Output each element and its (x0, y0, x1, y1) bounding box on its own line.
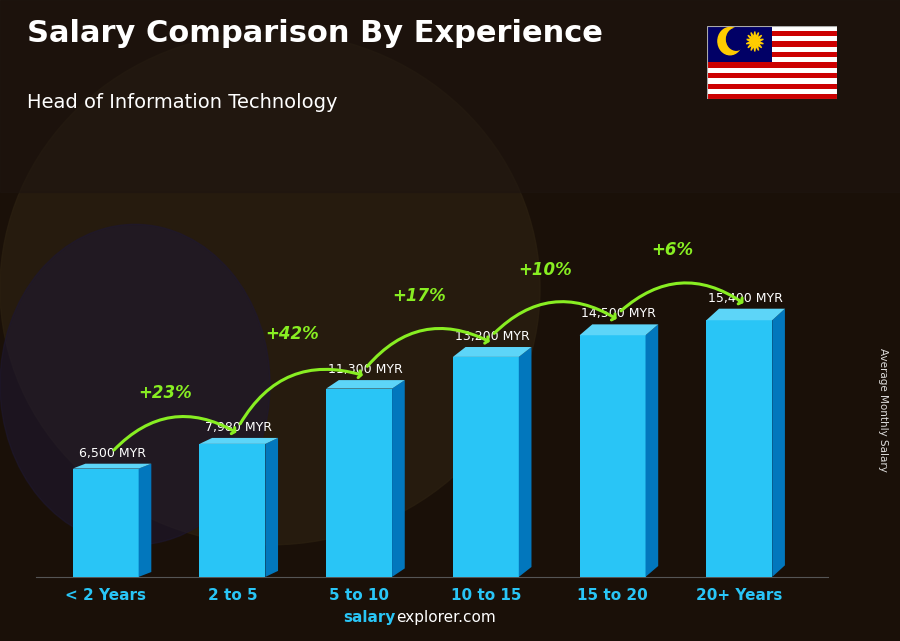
Text: +17%: +17% (392, 287, 446, 305)
Bar (200, 444, 266, 577)
Text: salary: salary (344, 610, 396, 625)
Bar (706, 78, 837, 83)
Bar (580, 335, 645, 577)
Bar (326, 388, 392, 577)
Bar (706, 26, 772, 62)
Bar (706, 26, 837, 31)
Bar (706, 73, 837, 78)
Bar (706, 31, 837, 36)
Text: 13,200 MYR: 13,200 MYR (454, 330, 529, 343)
Bar (706, 36, 837, 42)
Bar (706, 94, 837, 99)
Text: Average Monthly Salary: Average Monthly Salary (878, 348, 887, 472)
Text: +10%: +10% (518, 261, 572, 279)
Polygon shape (139, 463, 151, 577)
Polygon shape (772, 309, 785, 577)
Polygon shape (706, 309, 785, 320)
Ellipse shape (0, 32, 540, 545)
Text: +42%: +42% (266, 324, 319, 342)
Bar (706, 57, 837, 62)
Bar (73, 469, 139, 577)
Circle shape (726, 28, 746, 50)
Text: 15,400 MYR: 15,400 MYR (708, 292, 783, 304)
Bar (706, 89, 837, 94)
Polygon shape (392, 380, 405, 577)
Bar (706, 68, 837, 73)
Bar (706, 47, 837, 52)
Ellipse shape (0, 224, 270, 545)
Polygon shape (200, 438, 278, 444)
Polygon shape (580, 324, 658, 335)
Polygon shape (73, 463, 151, 469)
Polygon shape (453, 347, 532, 357)
Polygon shape (518, 347, 532, 577)
Text: 14,500 MYR: 14,500 MYR (581, 308, 656, 320)
Text: explorer.com: explorer.com (396, 610, 496, 625)
Bar (453, 357, 518, 577)
Text: Salary Comparison By Experience: Salary Comparison By Experience (27, 19, 603, 48)
Text: +6%: +6% (651, 242, 693, 260)
Text: 11,300 MYR: 11,300 MYR (328, 363, 403, 376)
Text: +23%: +23% (139, 385, 192, 403)
Bar (0, 0, 900, 192)
Text: Head of Information Technology: Head of Information Technology (27, 93, 338, 112)
Bar (706, 320, 772, 577)
Text: 6,500 MYR: 6,500 MYR (78, 447, 146, 460)
Bar (706, 52, 837, 57)
Polygon shape (326, 380, 405, 388)
Bar (706, 62, 837, 68)
Polygon shape (746, 31, 763, 51)
Bar (706, 42, 837, 47)
Polygon shape (266, 438, 278, 577)
Bar (706, 83, 837, 89)
Polygon shape (645, 324, 658, 577)
Circle shape (718, 28, 742, 54)
Text: 7,980 MYR: 7,980 MYR (205, 421, 273, 434)
